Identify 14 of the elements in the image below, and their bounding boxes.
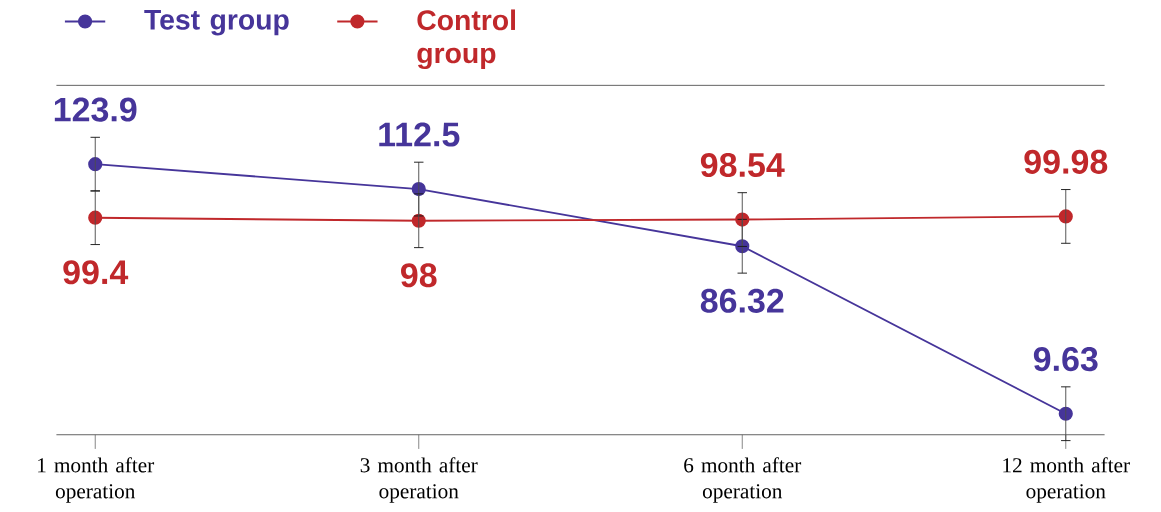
x-tick-label: 3 month after operation	[360, 457, 478, 503]
data-label: 112.5	[379, 122, 460, 147]
x-tick-label: 1 month after operation	[38, 457, 155, 503]
x-tick-label: 12 month after operation	[1003, 457, 1130, 503]
data-label: 98.54	[700, 152, 785, 178]
legend-label: Control group	[417, 9, 515, 70]
data-label: 9.63	[1033, 347, 1098, 372]
data-label: 98	[401, 263, 437, 288]
data-label: 86.32	[700, 288, 784, 313]
data-label: 99.4	[63, 260, 129, 285]
data-label: 99.98	[1024, 149, 1108, 174]
x-tick-label: 6 month after operation	[684, 457, 802, 503]
legend-label: Test group	[144, 9, 289, 36]
data-label: 123.9	[54, 97, 137, 122]
